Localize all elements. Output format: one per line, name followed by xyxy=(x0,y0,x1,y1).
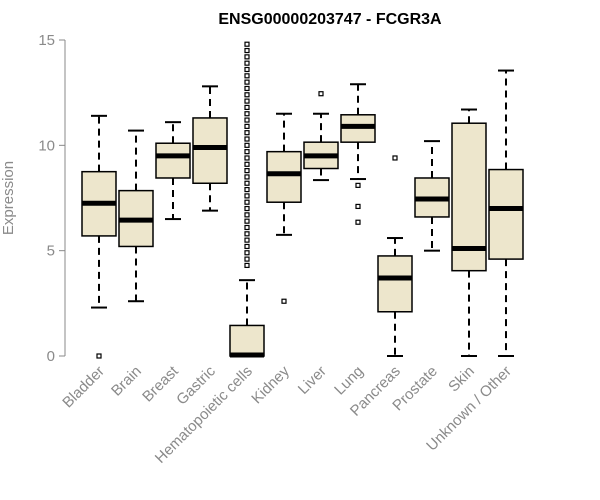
box-gastric xyxy=(192,85,228,212)
x-tick-label: Skin xyxy=(445,363,478,396)
y-tick-label: 15 xyxy=(38,32,55,49)
box-unknown-other xyxy=(488,69,524,357)
outlier-point xyxy=(244,66,250,73)
outlier-point xyxy=(244,79,250,85)
box-skin xyxy=(451,108,487,357)
chart-title: ENSG00000203747 - FCGR3A xyxy=(218,11,442,28)
y-axis: 0 5 10 15 xyxy=(38,32,66,365)
outlier-point xyxy=(244,117,250,123)
outlier-point xyxy=(244,168,250,174)
y-tick-label: 5 xyxy=(47,243,55,260)
outlier-point xyxy=(244,231,250,237)
outlier-point xyxy=(244,136,250,142)
box-lung xyxy=(340,83,376,225)
outlier-point xyxy=(392,155,398,161)
outlier-point xyxy=(244,73,250,79)
y-tick-label: 0 xyxy=(47,348,55,365)
iqr-box xyxy=(266,150,302,203)
box-breast xyxy=(155,121,191,221)
outlier-point xyxy=(244,161,250,167)
outlier-point xyxy=(244,224,250,231)
outlier-point xyxy=(244,130,250,136)
y-axis-title: Expression xyxy=(0,161,17,235)
outlier-point xyxy=(244,98,250,104)
outlier-point xyxy=(244,180,250,186)
outlier-point xyxy=(244,193,250,199)
outlier-point xyxy=(244,186,250,193)
outlier-point xyxy=(355,182,361,188)
iqr-box xyxy=(192,117,228,185)
outlier-point xyxy=(244,111,250,117)
outlier-point xyxy=(244,218,250,224)
iqr-box xyxy=(488,168,524,260)
outlier-point xyxy=(244,243,250,250)
outlier-point xyxy=(244,85,250,92)
box-prostate xyxy=(414,140,450,252)
box-hematopoietic-cells xyxy=(229,41,265,358)
outlier-point xyxy=(244,174,250,180)
outlier-point xyxy=(244,123,250,129)
x-tick-label: Liver xyxy=(295,363,330,398)
outlier-point xyxy=(244,262,250,269)
outlier-point xyxy=(244,250,250,256)
outlier-point xyxy=(96,353,102,359)
outlier-point xyxy=(244,142,250,148)
outlier-point xyxy=(318,91,324,97)
iqr-box xyxy=(155,142,191,179)
outlier-point xyxy=(244,54,250,60)
y-tick-label: 10 xyxy=(38,137,55,154)
outlier-point xyxy=(355,219,361,225)
outlier-point xyxy=(244,60,250,66)
outlier-point xyxy=(244,149,250,155)
box-brain xyxy=(118,129,154,303)
box-plots xyxy=(81,41,524,359)
outlier-point xyxy=(355,203,361,210)
outlier-point xyxy=(281,298,287,304)
outlier-point xyxy=(244,256,250,262)
outlier-point xyxy=(244,104,250,111)
iqr-box xyxy=(377,255,413,313)
box-kidney xyxy=(266,112,302,304)
outlier-point xyxy=(244,47,250,54)
box-pancreas xyxy=(377,155,413,357)
outlier-point xyxy=(244,92,250,98)
box-liver xyxy=(303,91,339,182)
outlier-point xyxy=(244,237,250,243)
x-tick-label: Kidney xyxy=(248,362,293,407)
outlier-point xyxy=(244,205,250,212)
outlier-point xyxy=(244,212,250,218)
outlier-point xyxy=(244,155,250,161)
outlier-point xyxy=(244,199,250,205)
outlier-point xyxy=(244,41,250,47)
box-bladder xyxy=(81,114,117,359)
iqr-box xyxy=(229,324,265,357)
x-tick-label: Bladder xyxy=(59,363,108,412)
